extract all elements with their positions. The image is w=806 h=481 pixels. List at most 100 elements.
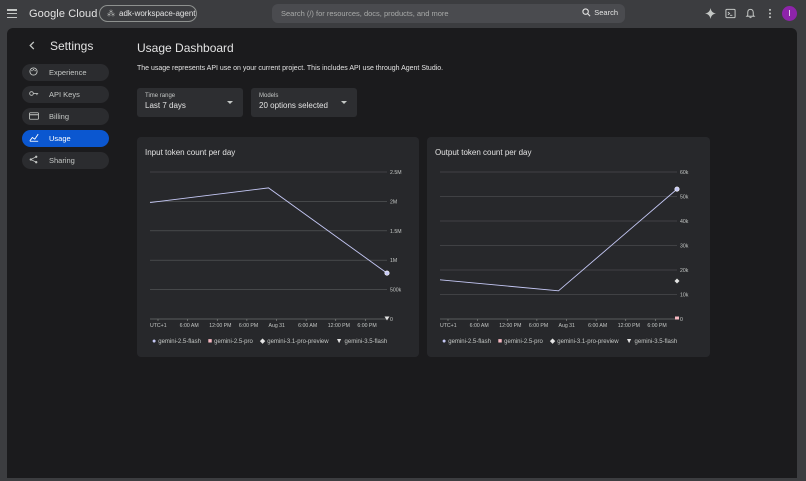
legend-label: gemini-3.1-pro-preview: [557, 339, 619, 345]
more-options-icon[interactable]: [763, 6, 777, 20]
time-range-value: Last 7 days: [145, 101, 186, 110]
x-tick-label: 6:00 AM: [298, 323, 317, 329]
legend-item[interactable]: ● gemini-2.5-flash: [152, 338, 201, 345]
bar-chart-icon: [28, 133, 39, 144]
legend-label: gemini-2.5-flash: [158, 339, 201, 345]
avatar[interactable]: I: [782, 6, 797, 21]
legend-item[interactable]: ■ gemini-2.5-pro: [497, 338, 543, 345]
models-select[interactable]: Models 20 options selected: [251, 88, 357, 117]
search-icon: [582, 8, 591, 17]
y-tick-label: 30k: [680, 244, 689, 250]
sidebar-item-billing[interactable]: Billing: [22, 108, 109, 125]
chart-title: Input token count per day: [145, 148, 236, 157]
x-tick-label: 12:00 PM: [499, 323, 521, 329]
sidebar-item-sharing[interactable]: Sharing: [22, 152, 109, 169]
project-name: adk-workspace-agent: [119, 9, 196, 18]
series-line: [149, 187, 388, 274]
legend-marker-icon: ■: [207, 338, 213, 345]
x-tick-label: 12:00 PM: [328, 323, 350, 329]
page-description: The usage represents API use on your cur…: [137, 65, 444, 72]
search-button-label: Search: [594, 8, 618, 17]
y-tick-label: 40k: [680, 219, 689, 225]
legend-label: gemini-2.5-pro: [214, 339, 253, 345]
x-tick-label: UTC+1: [440, 323, 457, 329]
x-tick-label: 6:00 AM: [180, 323, 199, 329]
x-tick-label: 6:00 PM: [239, 323, 258, 329]
legend-item[interactable]: ◆ gemini-3.1-pro-preview: [259, 338, 329, 345]
google-cloud-logo[interactable]: Google Cloud: [29, 8, 98, 20]
legend-marker-icon: ●: [152, 338, 157, 345]
x-tick-label: 12:00 PM: [618, 323, 640, 329]
sidebar-item-label: Billing: [49, 112, 70, 121]
chart-legend: ● gemini-2.5-flash ■ gemini-2.5-pro ◆ gemini-…: [152, 338, 394, 345]
input-token-chart-card: Input token count per day 0 500k 1M 1.5M 2M 2…: [137, 137, 419, 357]
legend-marker-icon: ◆: [259, 338, 266, 345]
credit-card-icon: [28, 111, 39, 122]
legend-item[interactable]: ▼ gemini-3.5-flash: [625, 338, 678, 345]
y-tick-label: 2M: [390, 199, 397, 205]
y-tick-label: 0: [680, 317, 683, 323]
sidebar-item-experience[interactable]: Experience: [22, 64, 109, 81]
y-tick-label: 1M: [390, 258, 397, 264]
sidebar-item-label: Sharing: [49, 156, 75, 165]
models-value: 20 options selected: [259, 101, 328, 110]
chart-title: Output token count per day: [435, 148, 532, 157]
y-tick-label: 500k: [390, 288, 402, 294]
back-arrow-icon[interactable]: [28, 41, 36, 53]
legend-marker-icon: ▼: [335, 338, 343, 345]
y-tick-label: 1.5M: [390, 229, 402, 235]
sidebar-item-label: Experience: [49, 68, 87, 77]
x-tick-label: 6:00 AM: [588, 323, 607, 329]
search-button[interactable]: Search: [582, 8, 618, 17]
y-tick-label: 60k: [680, 170, 689, 176]
legend-item[interactable]: ◆ gemini-3.1-pro-preview: [549, 338, 619, 345]
legend-marker-icon: ●: [442, 338, 447, 345]
search-bar: Search: [272, 4, 625, 23]
x-tick-label: 6:00 PM: [357, 323, 376, 329]
sidebar-item-usage[interactable]: Usage: [22, 130, 109, 147]
x-tick-label: UTC+1: [150, 323, 167, 329]
project-nodes-icon: ⁂: [107, 9, 115, 18]
y-tick-label: 20k: [680, 268, 689, 274]
legend-label: gemini-3.5-flash: [344, 339, 388, 345]
time-range-select[interactable]: Time range Last 7 days: [137, 88, 243, 117]
share-icon: [28, 155, 39, 166]
notifications-bell-icon[interactable]: [743, 6, 757, 20]
x-tick-label: 6:00 AM: [470, 323, 489, 329]
x-tick-label: 6:00 PM: [647, 323, 666, 329]
chevron-down-icon: [227, 101, 233, 104]
x-tick-label: 6:00 PM: [529, 323, 548, 329]
legend-item[interactable]: ● gemini-2.5-flash: [442, 338, 491, 345]
legend-marker-icon: ■: [497, 338, 503, 345]
legend-marker-icon: ▼: [625, 338, 633, 345]
legend-item[interactable]: ■ gemini-2.5-pro: [207, 338, 253, 345]
series-line: [439, 188, 678, 292]
x-tick-label: 12:00 PM: [209, 323, 231, 329]
top-bar: Google Cloud ⁂ adk-workspace-agent Searc…: [0, 0, 806, 28]
y-tick-label: 0: [390, 317, 393, 323]
time-range-label: Time range: [145, 93, 176, 99]
data-point: [675, 316, 679, 320]
x-tick-label: Aug 31: [269, 323, 286, 329]
legend-marker-icon: ◆: [549, 338, 556, 345]
output-token-line-chart: 0 10k 20k 30k 40k 50k 60k UTC+1 6:00 AM 12:00 PM 6…: [439, 170, 689, 329]
legend-item[interactable]: ▼ gemini-3.5-flash: [335, 338, 388, 345]
legend-label: gemini-2.5-flash: [448, 339, 491, 345]
project-selector-button[interactable]: ⁂ adk-workspace-agent: [99, 5, 197, 22]
sidebar-item-label: API Keys: [49, 90, 80, 99]
data-point: [674, 278, 680, 284]
search-input[interactable]: [272, 9, 562, 18]
input-token-line-chart: 0 500k 1M 1.5M 2M 2.5M UTC+1 6:00 AM 12:00 PM 6:0…: [149, 170, 402, 329]
legend-label: gemini-2.5-pro: [504, 339, 543, 345]
cloud-shell-terminal-icon[interactable]: [723, 6, 737, 20]
data-point: [384, 316, 390, 321]
sidebar-item-api-keys[interactable]: API Keys: [22, 86, 109, 103]
chart-legend: ● gemini-2.5-flash ■ gemini-2.5-pro ◆ gemini-…: [442, 338, 684, 345]
legend-label: gemini-3.1-pro-preview: [267, 339, 329, 345]
gemini-spark-icon[interactable]: [703, 6, 717, 20]
hamburger-menu-icon[interactable]: [7, 9, 17, 18]
output-token-chart-card: Output token count per day 0 10k 20k 30k 40k…: [427, 137, 710, 357]
y-tick-label: 50k: [680, 195, 689, 201]
data-point: [674, 186, 680, 192]
y-tick-label: 10k: [680, 293, 689, 299]
